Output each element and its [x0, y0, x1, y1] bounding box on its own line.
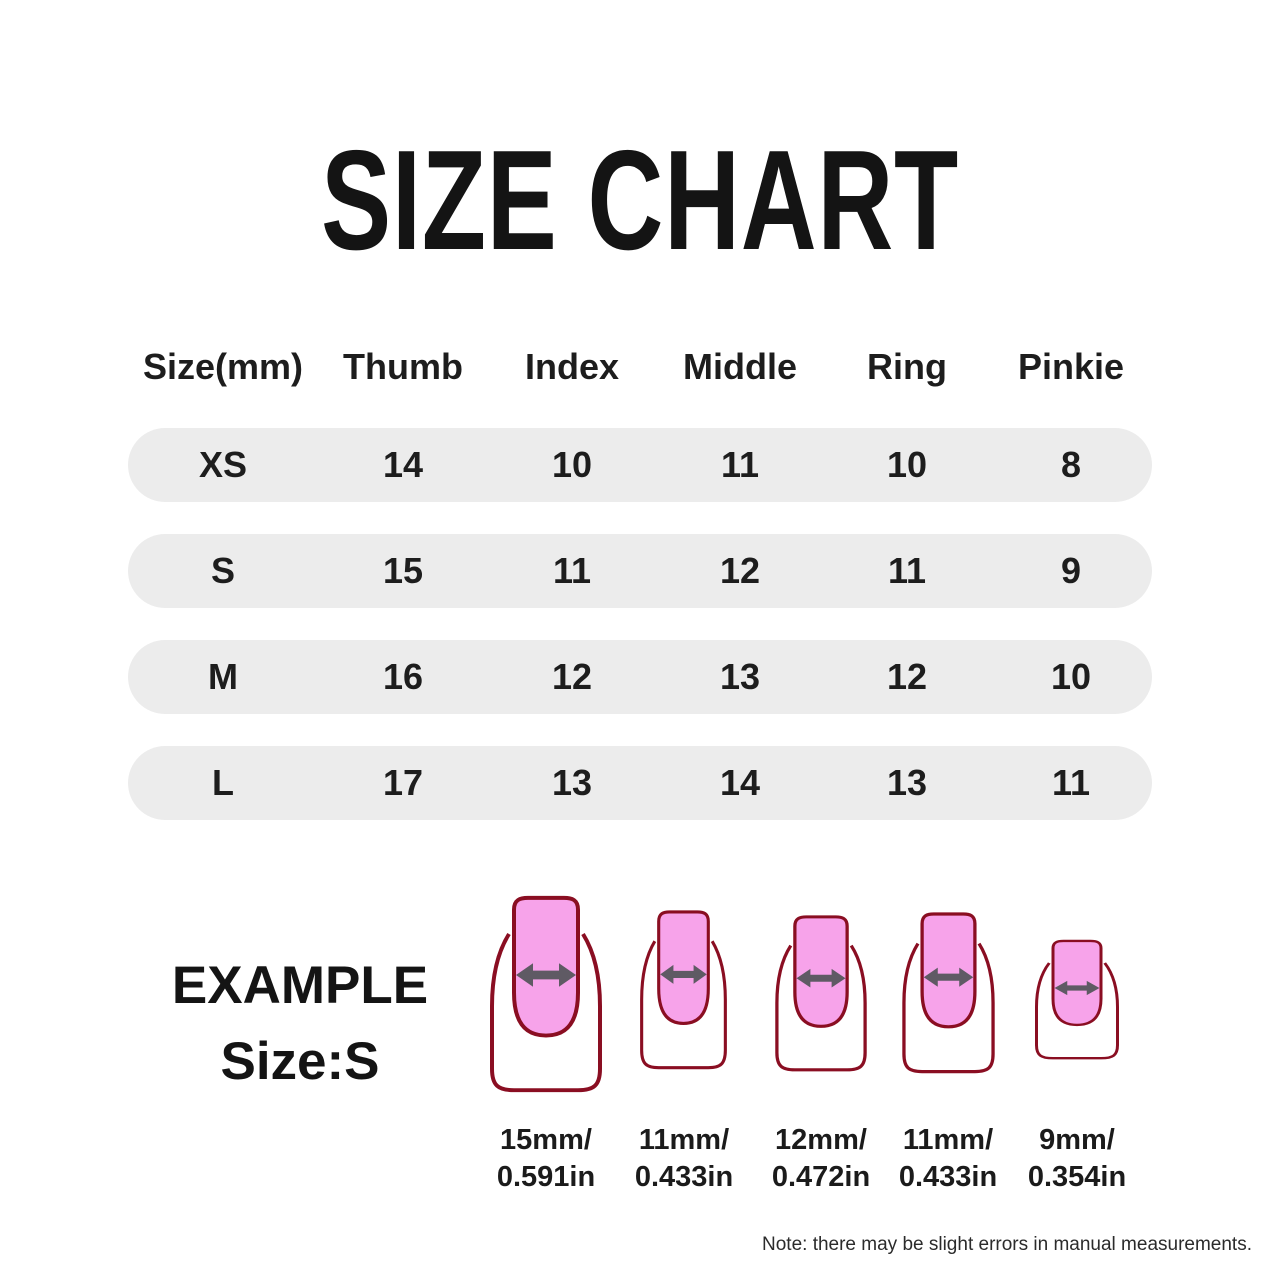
width-inch: 0.591in: [496, 1161, 596, 1193]
cell-value: 11: [720, 444, 760, 485]
example-caption: EXAMPLE Size:S: [120, 948, 480, 1100]
nail-width-label-middle: 12mm/ 0.472in: [746, 1122, 896, 1196]
table-row-m: M 16 12 13 12 10: [128, 640, 1152, 714]
cell-value: 12: [551, 656, 593, 697]
width-mm: 9mm/: [1039, 1124, 1115, 1156]
cell-value: 8: [1060, 444, 1082, 485]
cell-value: 11: [1051, 762, 1091, 803]
cell-value: 17: [382, 762, 424, 803]
column-header-index: Index: [524, 346, 620, 387]
page-title: SIZE CHART: [321, 121, 959, 280]
nail-width-label-ring: 11mm/ 0.433in: [873, 1122, 1023, 1196]
width-arrow-icon: [796, 968, 846, 988]
cell-value: 11: [887, 550, 927, 591]
size-table: Size(mm) Thumb Index Middle Ring Pinkie …: [128, 338, 1152, 820]
press-on-nail-shape: [793, 915, 849, 1028]
cell-value: 14: [382, 444, 424, 485]
nail-diagram-icon: [1035, 939, 1119, 1060]
example-caption-line2: Size:S: [220, 1032, 380, 1091]
nail-width-label-thumb: 15mm/ 0.591in: [471, 1122, 621, 1196]
width-mm: 11mm/: [638, 1124, 730, 1156]
cell-value: 16: [382, 656, 424, 697]
nail-illustration-middle: [772, 913, 870, 1076]
nail-width-label-index: 11mm/ 0.433in: [609, 1122, 759, 1196]
cell-value: 13: [551, 762, 593, 803]
nail-diagram-icon: [490, 895, 602, 1093]
nail-illustration-pinkie: [1032, 938, 1122, 1063]
cell-value: 9: [1060, 550, 1082, 591]
measurement-note: Note: there may be slight errors in manu…: [762, 1234, 1252, 1255]
table-header-row: Size(mm) Thumb Index Middle Ring Pinkie: [128, 338, 1152, 396]
cell-value: 12: [719, 550, 761, 591]
nail-diagram-icon: [902, 912, 995, 1074]
press-on-nail-shape: [657, 910, 710, 1025]
width-inch: 0.433in: [634, 1161, 734, 1193]
width-inch: 0.472in: [771, 1161, 871, 1193]
row-size-label: S: [210, 550, 235, 591]
cell-value: 10: [1050, 656, 1092, 697]
nail-diagram-icon: [775, 915, 867, 1072]
nail-diagram-icon: [640, 910, 727, 1070]
column-header-ring: Ring: [867, 346, 947, 387]
table-row-xs: XS 14 10 11 10 8: [128, 428, 1152, 502]
cell-value: 10: [886, 444, 928, 485]
width-mm: 12mm/: [775, 1124, 867, 1156]
cell-value: 13: [886, 762, 928, 803]
row-size-label: L: [212, 762, 234, 803]
example-caption-line1: EXAMPLE: [171, 956, 429, 1015]
row-size-label: XS: [198, 444, 248, 485]
column-header-size: Size(mm): [142, 346, 304, 387]
width-mm: 15mm/: [500, 1124, 592, 1156]
cell-value: 13: [719, 656, 761, 697]
width-inch: 0.354in: [1027, 1161, 1127, 1193]
column-header-pinkie: Pinkie: [1017, 346, 1125, 387]
column-header-thumb: Thumb: [343, 346, 463, 387]
nail-illustration-ring: [899, 910, 998, 1078]
row-size-label: M: [208, 656, 238, 697]
cell-value: 15: [382, 550, 424, 591]
cell-value: 14: [719, 762, 761, 803]
press-on-nail-shape: [920, 912, 977, 1029]
width-arrow-icon: [516, 963, 576, 987]
table-row-s: S 15 11 12 11 9: [128, 534, 1152, 608]
width-arrow-icon: [1054, 980, 1100, 996]
press-on-nail-shape: [512, 895, 580, 1038]
cell-value: 11: [552, 550, 592, 591]
width-mm: 11mm/: [902, 1124, 994, 1156]
table-row-l: L 17 13 14 13 11: [128, 746, 1152, 820]
nail-illustration-thumb: [486, 893, 606, 1098]
column-header-middle: Middle: [683, 346, 797, 387]
nail-width-label-pinkie: 9mm/ 0.354in: [1002, 1122, 1152, 1196]
width-inch: 0.433in: [898, 1161, 998, 1193]
press-on-nail-shape: [1051, 939, 1103, 1027]
width-arrow-icon: [923, 967, 974, 987]
width-arrow-icon: [660, 964, 707, 984]
nail-illustration-index: [637, 908, 730, 1074]
cell-value: 10: [551, 444, 593, 485]
cell-value: 12: [886, 656, 928, 697]
